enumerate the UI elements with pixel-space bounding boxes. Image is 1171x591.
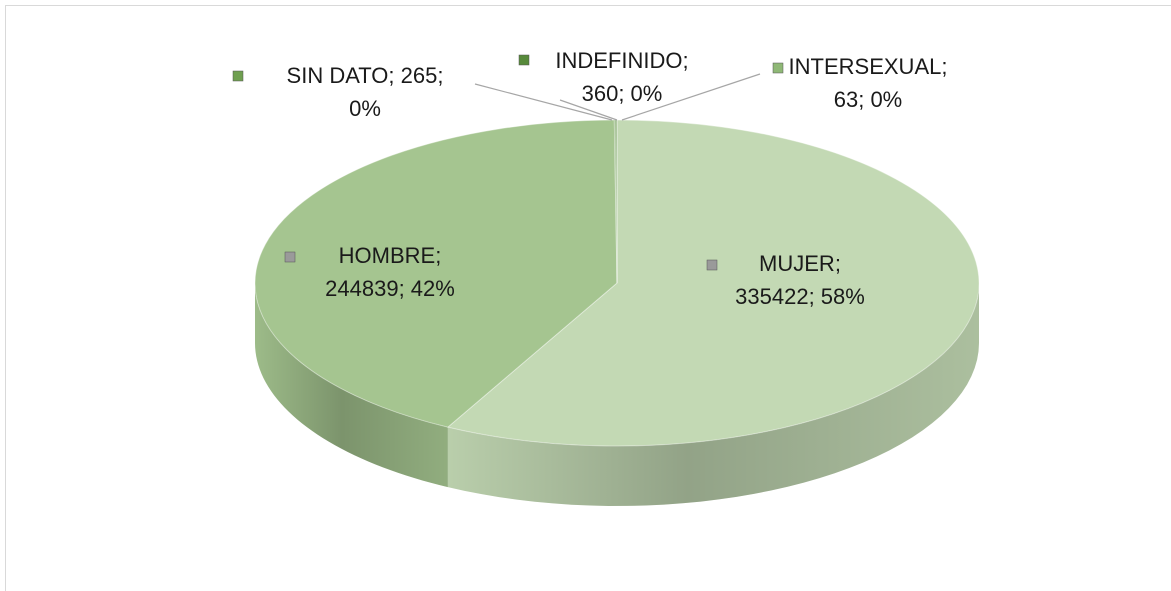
pie-slice — [446, 119, 980, 447]
pie-slice — [254, 119, 618, 428]
data-label: 244839; 42% — [325, 276, 455, 301]
leader-line — [474, 83, 613, 121]
pie-side-shade — [447, 283, 980, 506]
label-marker — [232, 70, 244, 82]
labels: MUJER; 335422; 58% HOMBRE; 244839; 42% SIN D… — [232, 48, 948, 309]
leader-line — [621, 73, 761, 121]
data-label: HOMBRE; — [339, 243, 442, 268]
label-marker — [284, 251, 296, 263]
data-label: 360; 0% — [582, 81, 663, 106]
data-label: 63; 0% — [834, 87, 903, 112]
data-label: INDEFINIDO; — [555, 48, 688, 73]
data-label: 0% — [349, 96, 381, 121]
pie-side-shade — [255, 283, 448, 488]
data-label: INTERSEXUAL; — [789, 54, 948, 79]
data-label: MUJER; — [759, 251, 841, 276]
pie — [254, 119, 980, 506]
data-label: SIN DATO; 265; — [287, 63, 444, 88]
leader-line — [559, 99, 618, 121]
data-label: 335422; 58% — [735, 284, 865, 309]
label-marker — [706, 259, 718, 271]
label-marker — [772, 62, 784, 74]
label-marker — [518, 54, 530, 66]
